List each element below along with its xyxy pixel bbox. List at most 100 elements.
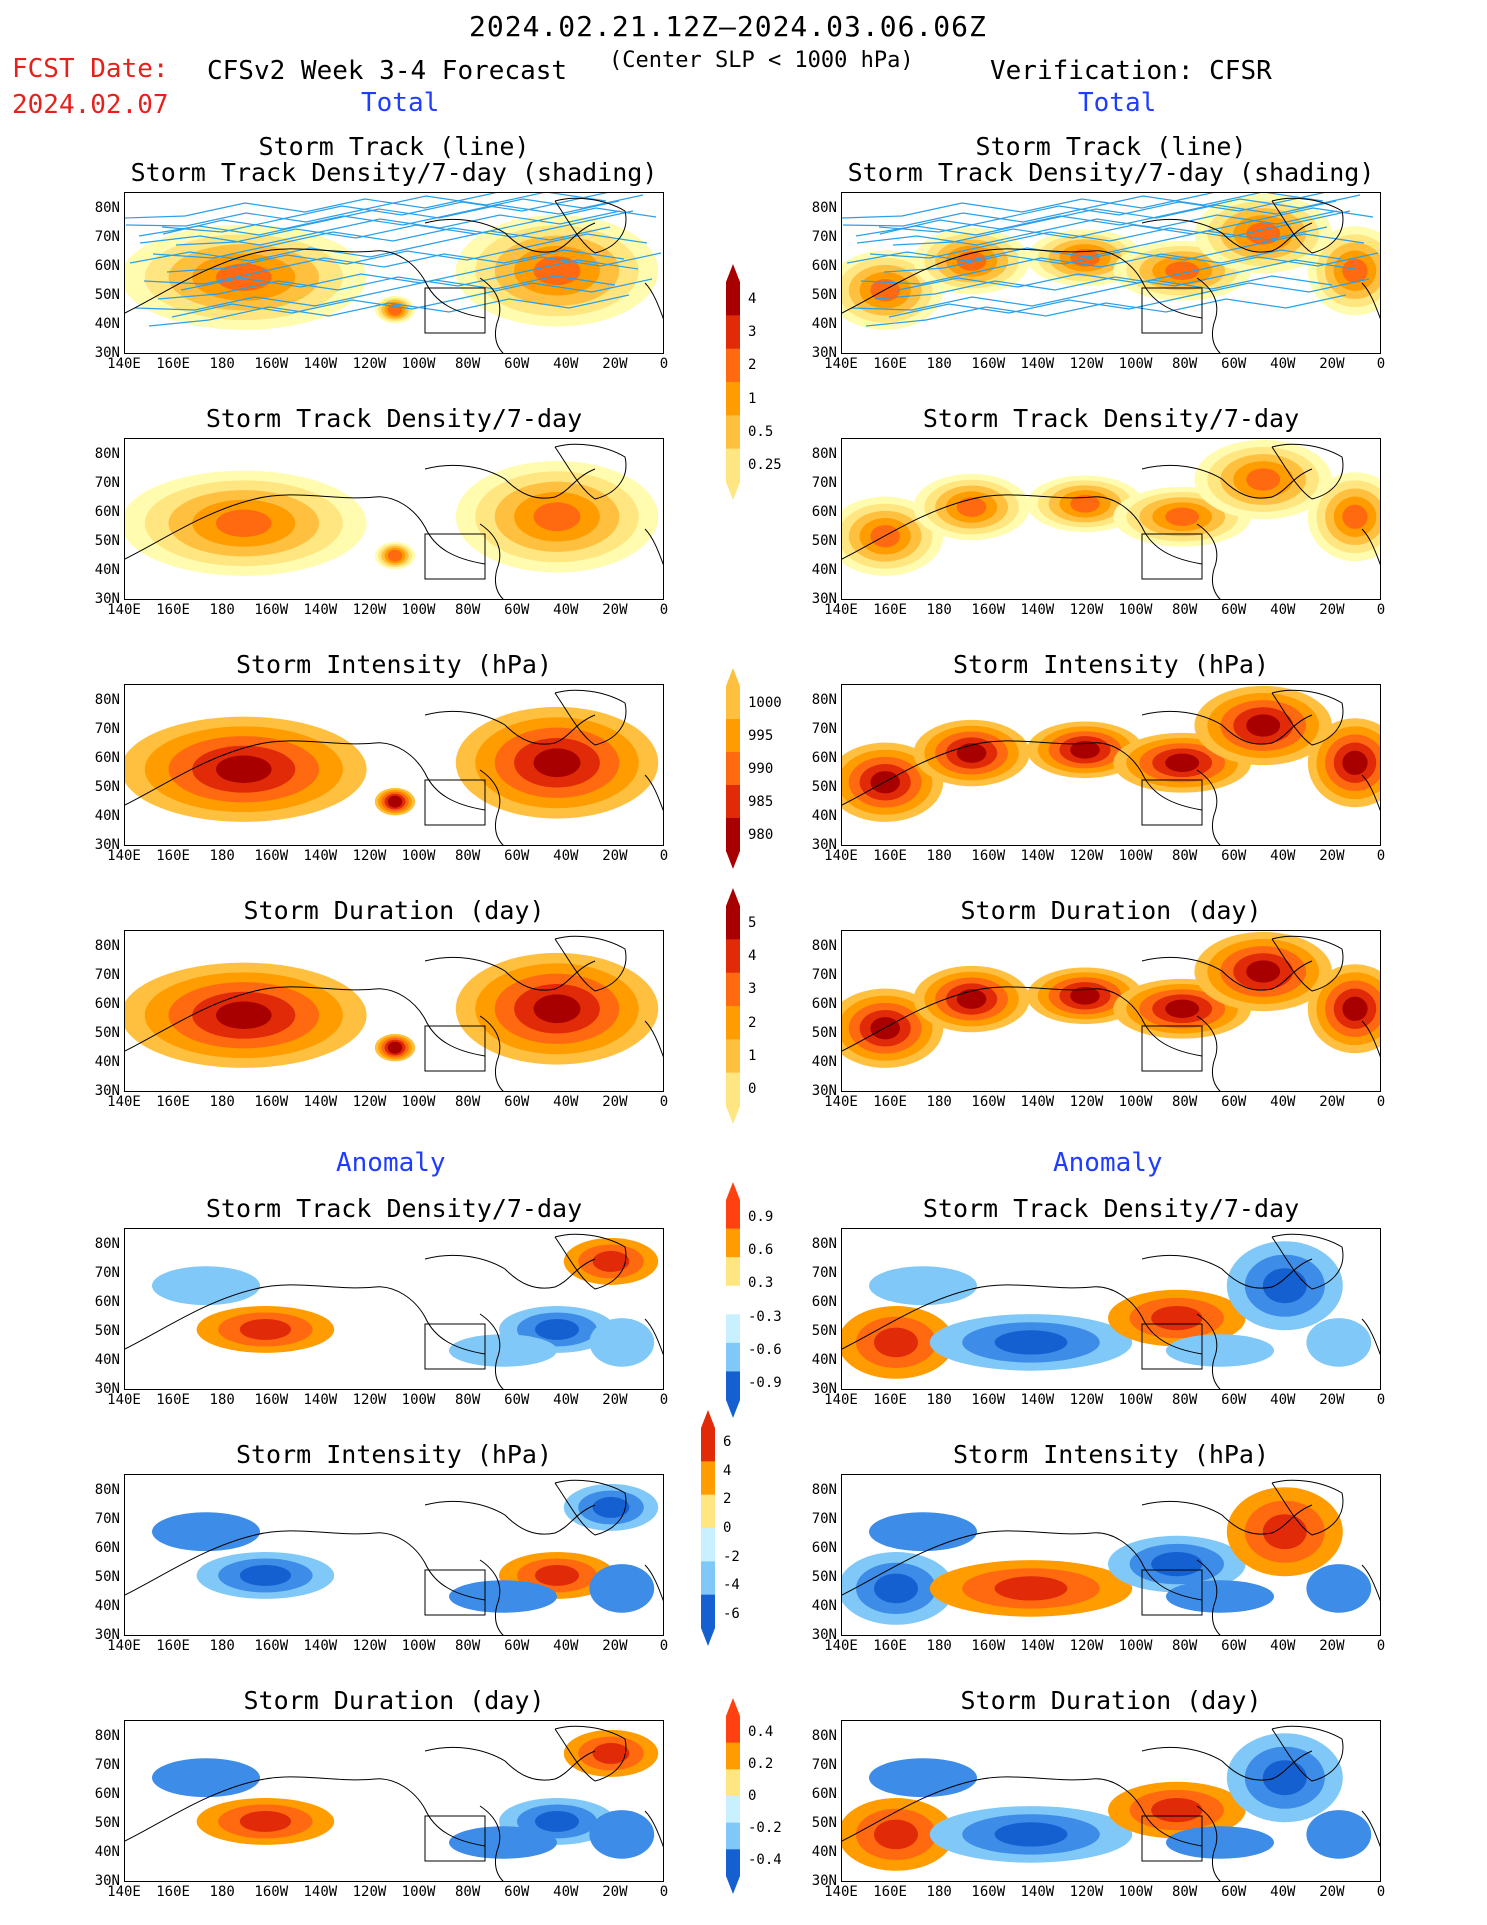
lon-tick-label: 140E: [824, 356, 858, 372]
coastline: [125, 1776, 486, 1847]
lon-tick-label: 160W: [971, 602, 1006, 618]
title-duration-anom-left: Storm Duration (day): [243, 1686, 545, 1715]
storm-track-line: [152, 210, 634, 259]
title-duration-anom-right: Storm Duration (day): [960, 1686, 1262, 1715]
coastline: [125, 1530, 486, 1601]
colorbar-top-arrow: [726, 264, 740, 282]
lon-tick-label: 140E: [107, 1884, 141, 1900]
colorbar-label: 995: [748, 727, 774, 744]
lon-tick-label: 140E: [824, 848, 858, 864]
lon-tick-label: 100W: [401, 1094, 436, 1110]
lat-tick-label: 50N: [811, 1323, 837, 1339]
lon-tick-label: 140E: [107, 1392, 141, 1408]
lon-tick-label: 0: [1376, 1392, 1386, 1408]
lon-tick-label: 60W: [1221, 602, 1247, 618]
lon-tick-label: 180: [926, 1638, 952, 1654]
title-intensity-anom-left: Storm Intensity (hPa): [235, 1440, 553, 1469]
coastline: [1271, 1479, 1344, 1536]
lon-tick-label: 120W: [1069, 1884, 1104, 1900]
coastline: [424, 710, 596, 745]
lon-tick-label: 0: [659, 356, 669, 372]
lat-tick-label: 30N: [94, 1083, 120, 1099]
shaded-region: [1165, 507, 1200, 526]
storm-track-line: [125, 193, 498, 219]
storm-track-line: [162, 194, 644, 235]
coastline: [479, 1313, 504, 1389]
lat-tick-label: 40N: [94, 562, 120, 578]
storm-track-line: [851, 275, 1333, 311]
shaded-region: [216, 1001, 272, 1029]
shaded-region: [152, 1512, 260, 1552]
colorbar-swatch: [726, 348, 740, 383]
shaded-region: [1342, 504, 1368, 529]
lon-tick-label: 140W: [303, 1392, 338, 1408]
colorbar-label: 0: [748, 1788, 757, 1804]
coastline: [1271, 689, 1344, 746]
colorbar-label: -4: [723, 1577, 740, 1594]
lon-tick-label: 20W: [1319, 1884, 1345, 1900]
coastline: [842, 986, 1203, 1057]
lat-tick-label: 40N: [811, 1844, 837, 1860]
colorbar-swatch: [726, 972, 740, 1007]
lat-tick-label: 40N: [811, 1352, 837, 1368]
lon-tick-label: 60W: [504, 602, 530, 618]
map-panel: [124, 930, 664, 1092]
map-panel: [841, 930, 1381, 1092]
shaded-region: [874, 1327, 918, 1358]
shaded-region: [1246, 714, 1281, 737]
lat-tick-label: 30N: [94, 1627, 120, 1643]
storm-track-line: [869, 210, 1351, 259]
colorbar-swatch: [701, 1428, 715, 1462]
coastline: [1196, 1313, 1221, 1389]
lat-tick-label: 80N: [811, 1482, 837, 1498]
lat-tick-label: 60N: [94, 504, 120, 520]
lon-tick-label: 80W: [1171, 602, 1198, 618]
lon-tick-label: 20W: [602, 1884, 628, 1900]
shaded-region: [216, 509, 272, 537]
total-label-left: Total: [361, 88, 440, 118]
verification-label: Verification: CFSR: [990, 56, 1272, 86]
lat-tick-label: 70N: [94, 1265, 120, 1281]
shaded-region: [1342, 996, 1368, 1021]
coastline: [1141, 1323, 1203, 1370]
map-canvas: [125, 1725, 663, 1881]
colorbar-swatch: [726, 906, 740, 940]
lon-tick-label: 20W: [602, 848, 628, 864]
lon-tick-label: 60W: [1221, 1392, 1247, 1408]
lat-tick-label: 50N: [94, 1815, 120, 1831]
shaded-region: [1262, 1268, 1307, 1304]
lon-tick-label: 140E: [824, 1392, 858, 1408]
shaded-region: [869, 1266, 977, 1306]
lon-tick-label: 160E: [156, 1884, 190, 1900]
storm-track-line: [161, 193, 608, 233]
lat-tick-label: 80N: [811, 1728, 837, 1744]
shaded-region: [535, 1564, 579, 1586]
lat-tick-label: 80N: [94, 200, 120, 216]
coastline: [1141, 1500, 1313, 1535]
colorbar-swatch: [726, 1796, 740, 1824]
shaded-region: [216, 755, 272, 783]
lon-tick-label: 160E: [156, 1392, 190, 1408]
coastline: [554, 1479, 627, 1536]
map-canvas: [125, 1479, 663, 1635]
shaded-region: [239, 1318, 291, 1340]
colorbar-swatch: [726, 686, 740, 720]
lat-tick-label: 40N: [94, 808, 120, 824]
title-density-right: Storm Track Density/7-day: [922, 404, 1300, 433]
lon-tick-label: 0: [1376, 1638, 1386, 1654]
shaded-region: [1165, 753, 1200, 772]
colorbar-swatch: [726, 939, 740, 974]
coastline: [1361, 774, 1380, 812]
coastline: [1196, 1805, 1221, 1881]
date-range-title: 2024.02.21.12Z–2024.03.06.06Z: [469, 10, 987, 43]
lat-tick-label: 50N: [94, 779, 120, 795]
colorbar-bottom-arrow: [726, 1876, 740, 1894]
lon-tick-label: 60W: [504, 356, 530, 372]
lat-tick-label: 60N: [811, 1294, 837, 1310]
coastline: [1361, 1318, 1380, 1356]
lon-tick-label: 0: [1376, 848, 1386, 864]
lat-tick-label: 50N: [811, 1569, 837, 1585]
lon-tick-label: 180: [209, 1638, 235, 1654]
coastline: [479, 769, 504, 845]
storm-track-line: [855, 200, 1337, 237]
